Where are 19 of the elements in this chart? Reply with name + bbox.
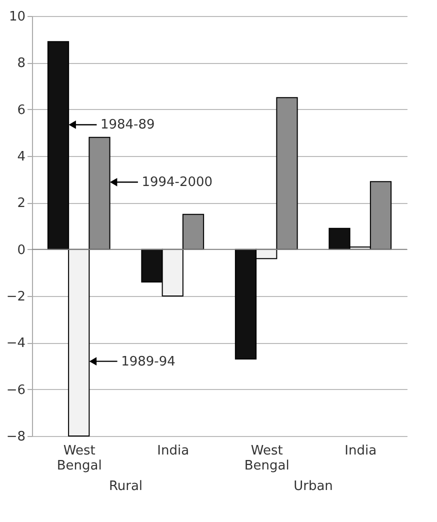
legend-label: 1994-2000 [142,175,213,190]
y-tick-label: −2 [6,290,26,304]
y-tick-label: −4 [6,336,26,352]
y-tick-label: 0 [17,242,26,258]
legend-label: 1989-94 [121,354,176,370]
y-tick-label: 2 [17,196,26,212]
text: Rural [108,479,143,494]
text: Urban [294,479,333,494]
legend-label: 1984-89 [100,118,155,133]
x-tick-label: West Bengal [244,444,290,474]
y-tick-label: 4 [17,150,26,164]
x-tick-label: India [157,444,190,458]
x-tick-label: India [344,444,377,458]
y-tick-label: −8 [6,430,26,444]
y-tick-label: 8 [17,56,26,72]
y-tick-label: −6 [6,382,26,398]
y-tick-label: 6 [17,102,26,118]
y-tick-label: 10 [8,10,26,24]
x-tick-label: West Bengal [56,444,102,474]
